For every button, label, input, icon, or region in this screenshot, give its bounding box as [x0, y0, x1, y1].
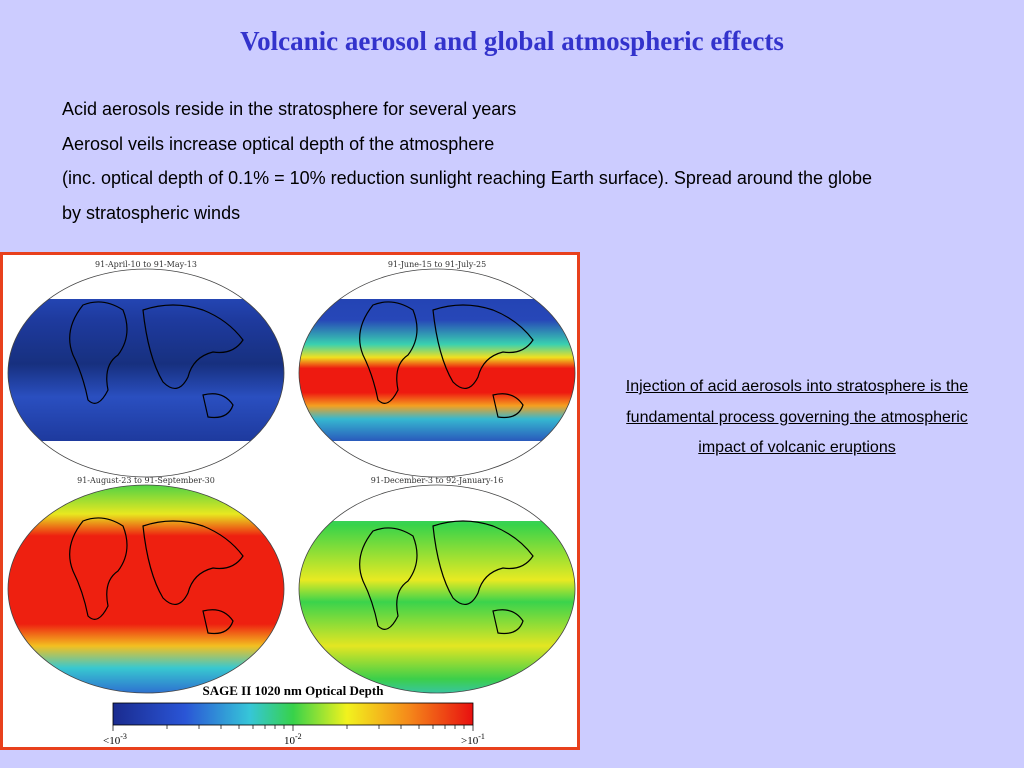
map-label: 91-April-10 to 91-May-13 [95, 260, 197, 269]
bullet-text-block: Acid aerosols reside in the stratosphere… [62, 92, 962, 230]
map-label: 91-December-3 to 92-January-16 [371, 476, 504, 485]
aerosol-maps-svg: 91-April-10 to 91-May-13 91-June-15 to 9… [7, 260, 576, 747]
globe-map-1 [8, 269, 284, 477]
colorbar-tick-mid: 10-2 [284, 732, 302, 747]
globe-map-4 [299, 485, 575, 693]
bullet-line: by stratospheric winds [62, 202, 241, 223]
map-label: 91-August-23 to 91-September-30 [77, 476, 215, 485]
globe-map-3 [8, 485, 284, 693]
bullet-line: Acid aerosols reside in the stratosphere… [62, 99, 517, 119]
figure-caption: Injection of acid aerosols into stratosp… [625, 378, 969, 456]
map-label: 91-June-15 to 91-July-25 [388, 260, 486, 269]
globe-map-2 [299, 269, 575, 477]
colorbar-title: SAGE II 1020 nm Optical Depth [203, 683, 385, 698]
aerosol-maps-figure: 91-April-10 to 91-May-13 91-June-15 to 9… [0, 252, 580, 750]
bullet-line: Aerosol veils increase optical depth of … [62, 133, 495, 154]
colorbar-tick-min: <10-3 [103, 732, 127, 747]
colorbar-tick-max: >10-1 [461, 732, 485, 747]
bullet-line: (inc. optical depth of 0.1% = 10% reduct… [62, 168, 873, 188]
colorbar [112, 702, 474, 726]
slide-title: Volcanic aerosol and global atmospheric … [240, 26, 784, 56]
colorbar-ticks [112, 725, 474, 731]
